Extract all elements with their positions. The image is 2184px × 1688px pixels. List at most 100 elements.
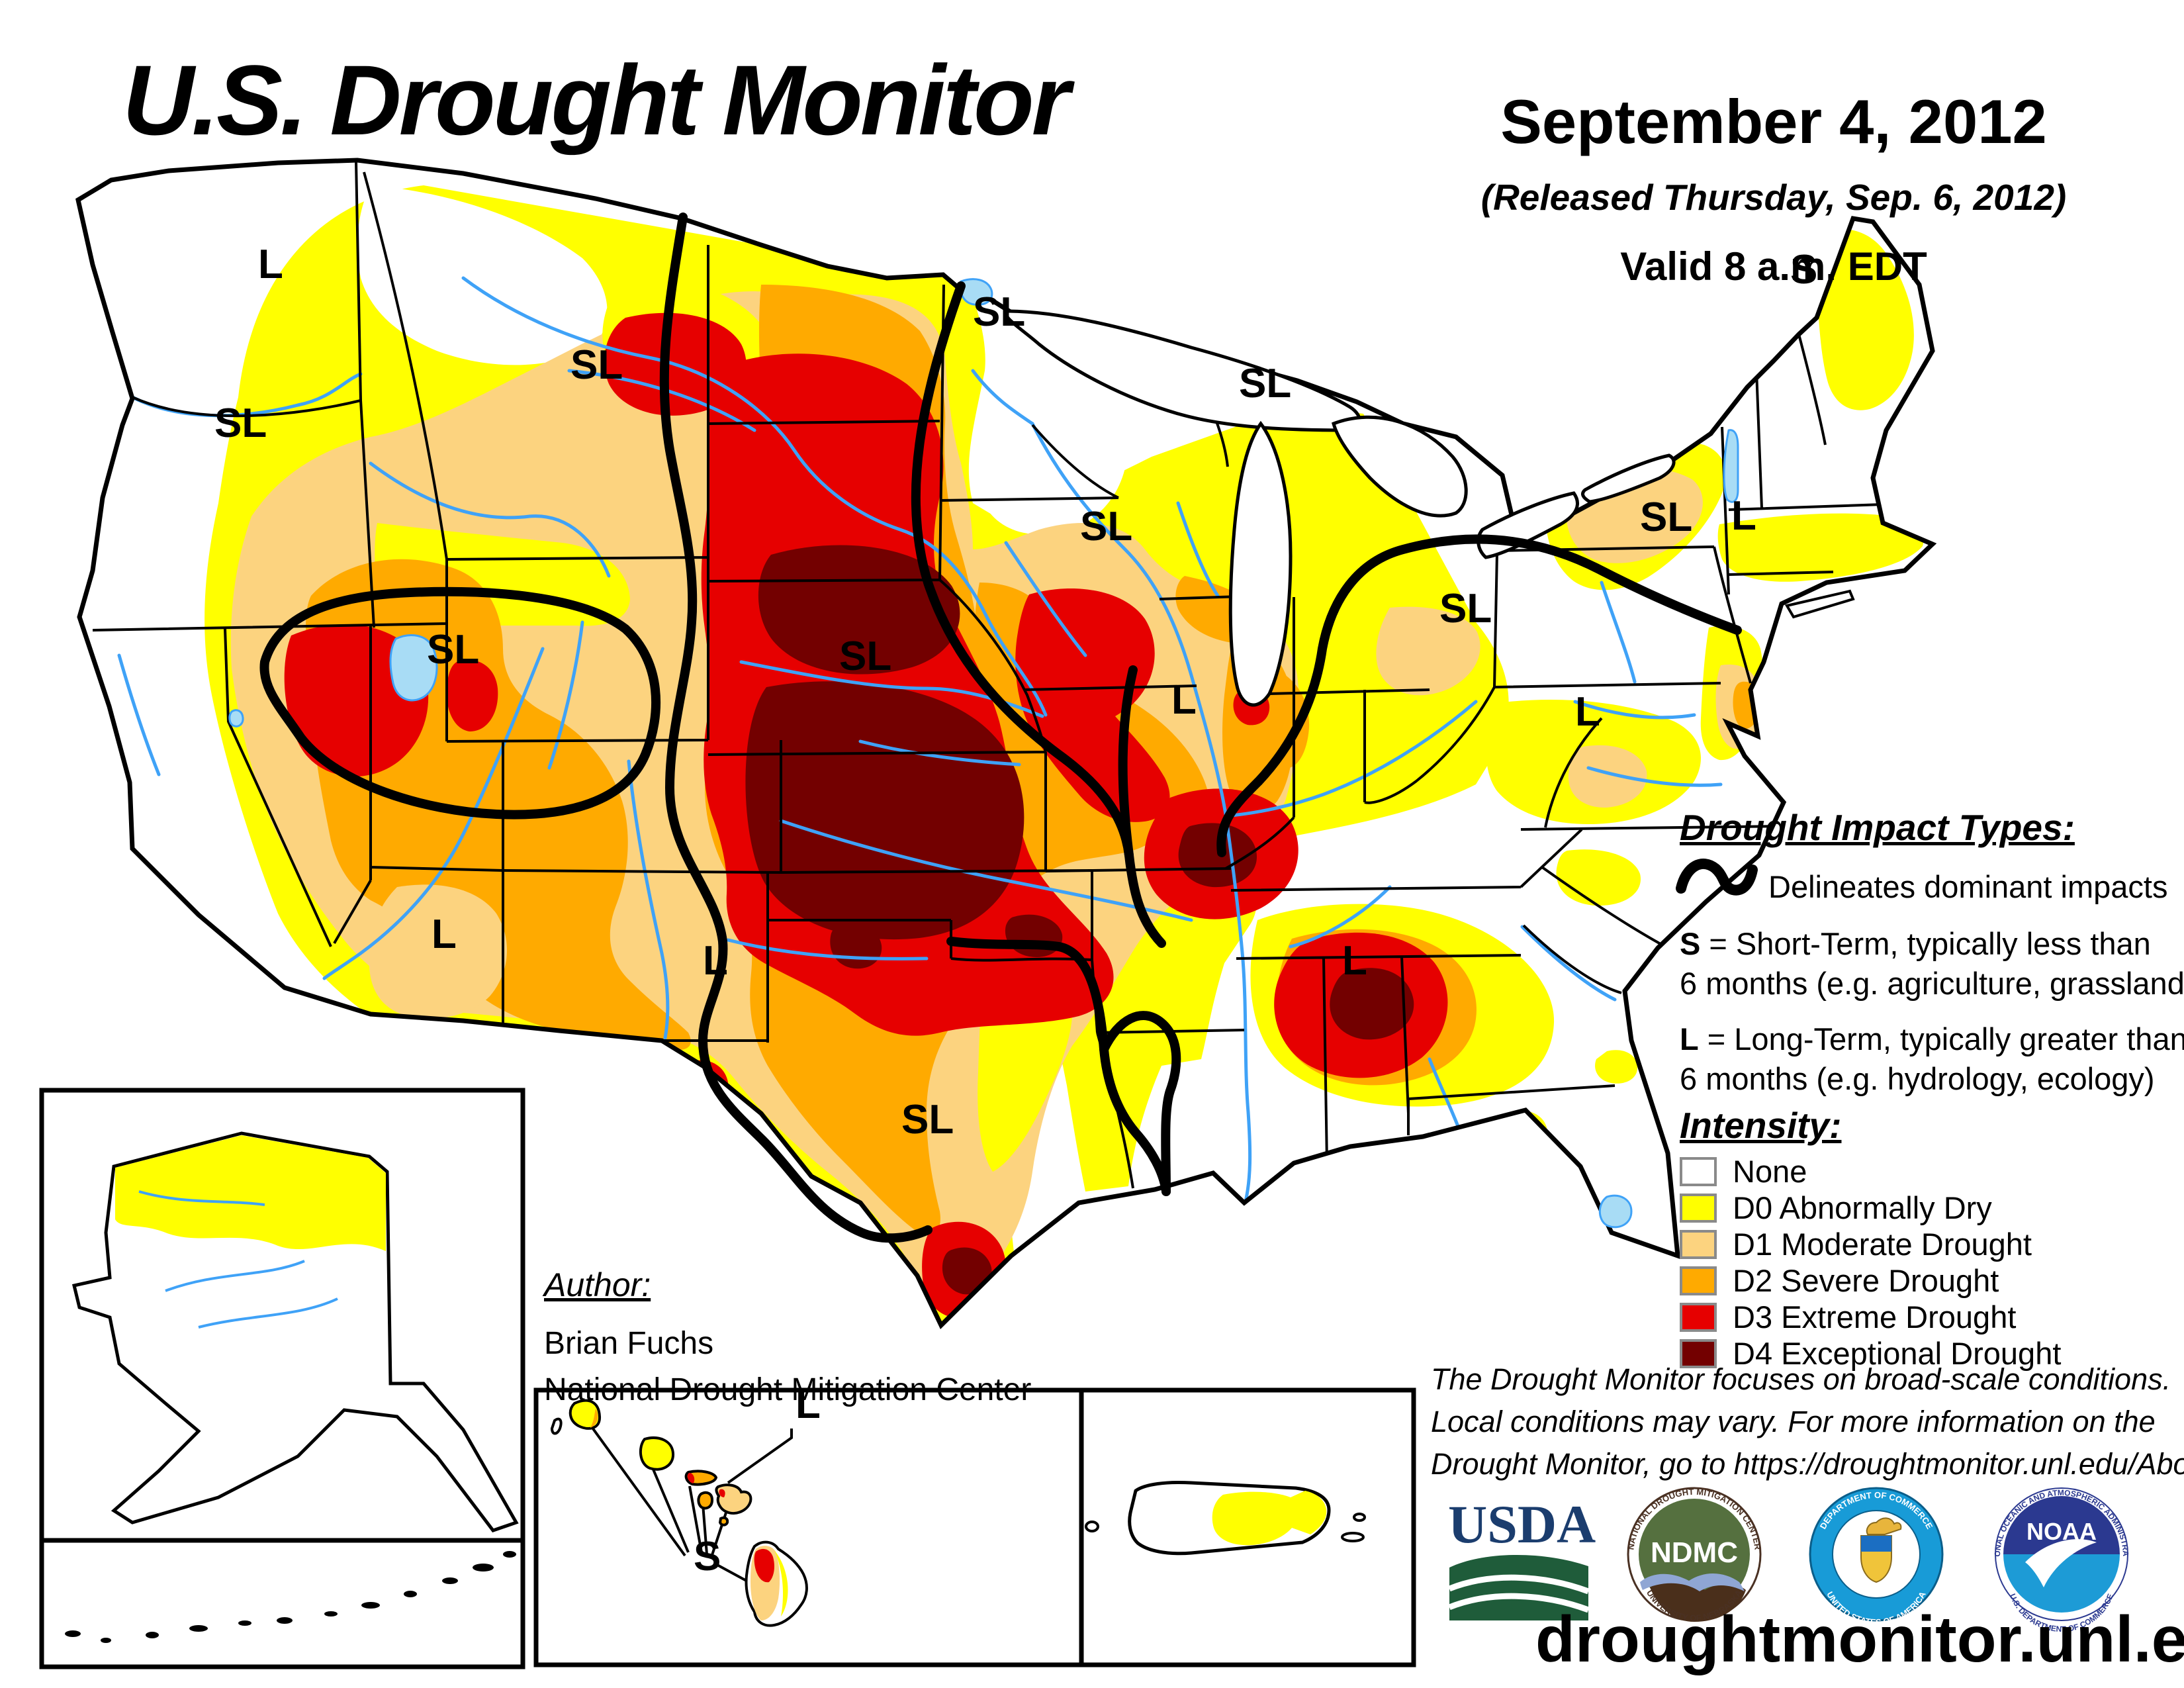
author-org: National Drought Mitigation Center bbox=[544, 1372, 1032, 1407]
impact-label-sl: SL bbox=[1239, 361, 1291, 406]
impact-label-sl: SL bbox=[427, 627, 479, 673]
oahu bbox=[639, 1436, 674, 1471]
long-term-line2: 6 months (e.g. hydrology, ecology) bbox=[1680, 1061, 2155, 1096]
long-island bbox=[1784, 589, 1855, 619]
impact-label-s: S bbox=[1790, 247, 1817, 293]
intensity-legend: None D0 Abnormally Dry D1 Moderate Drought… bbox=[1680, 1153, 2061, 1372]
impact-label-sl: SL bbox=[214, 400, 267, 446]
intensity-swatch bbox=[1680, 1266, 1717, 1295]
release-date: (Released Thursday, Sep. 6, 2012) bbox=[1480, 177, 2067, 218]
lake-okeechobee bbox=[1598, 1194, 1633, 1229]
usda-logo: USDA bbox=[1448, 1494, 1596, 1620]
impact-label-l: L bbox=[1731, 493, 1756, 539]
impact-label-sl: SL bbox=[1439, 586, 1492, 632]
hawaii-islands bbox=[550, 1399, 808, 1627]
intensity-swatch bbox=[1680, 1302, 1717, 1332]
niihau bbox=[550, 1417, 563, 1435]
intensity-item: D1 Moderate Drought bbox=[1680, 1226, 2061, 1262]
page-title: U.S. Drought Monitor bbox=[122, 44, 1070, 156]
drought-layer-d4 bbox=[745, 545, 1414, 1295]
lake-of-the-woods bbox=[959, 278, 993, 306]
map-date: September 4, 2012 bbox=[1500, 87, 2047, 156]
molokai-red-tip bbox=[687, 1472, 695, 1483]
lake-huron bbox=[1331, 415, 1468, 518]
lake-ontario bbox=[1581, 453, 1676, 504]
impact-label-l: L bbox=[1575, 689, 1600, 735]
author-heading: Author: bbox=[544, 1266, 651, 1303]
date-block: September 4, 2012 (Released Thursday, Se… bbox=[1476, 86, 2071, 289]
hawaii-inset bbox=[533, 1387, 1084, 1667]
rivers bbox=[117, 276, 1723, 1203]
alaska-inset bbox=[39, 1088, 525, 1669]
impact-label-l: L bbox=[1171, 677, 1197, 723]
disclaimer-line3: Drought Monitor, go to https://droughtmo… bbox=[1431, 1447, 2184, 1481]
ndmc-text: NDMC bbox=[1651, 1536, 1738, 1569]
lanai bbox=[697, 1491, 714, 1510]
puerto-rico-inset bbox=[1079, 1387, 1416, 1667]
hawaii-pointer-lines bbox=[588, 1422, 793, 1590]
big-island-yellow-band bbox=[774, 1550, 788, 1617]
great-lakes bbox=[1004, 309, 1676, 707]
intensity-item: D4 Exceptional Drought bbox=[1680, 1335, 2061, 1372]
impact-label-l: L bbox=[432, 912, 457, 957]
maui-red-spot bbox=[719, 1489, 725, 1497]
intensity-label: D2 Severe Drought bbox=[1733, 1263, 1999, 1298]
impact-label-sl: SL bbox=[973, 289, 1025, 335]
noaa-text: NOAA bbox=[2026, 1518, 2097, 1545]
intensity-swatch bbox=[1680, 1338, 1717, 1368]
impact-types-heading: Drought Impact Types: bbox=[1680, 807, 2075, 848]
disclaimer-line2: Local conditions may vary. For more info… bbox=[1431, 1405, 2156, 1438]
impact-label-sl: SL bbox=[1640, 494, 1692, 540]
lake-champlain bbox=[1723, 429, 1739, 503]
aleutian-islands bbox=[65, 1551, 516, 1643]
impact-delineation-lines bbox=[259, 212, 1742, 1243]
impact-label-sl: SL bbox=[1080, 504, 1132, 549]
intensity-swatch bbox=[1680, 1229, 1717, 1259]
great-salt-lake bbox=[389, 634, 438, 702]
author-name: Brian Fuchs bbox=[544, 1326, 714, 1361]
lake-michigan bbox=[1228, 420, 1293, 707]
impact-labels: L SL SL SL SL S SL L SL SL SL SL L L L L L SL L S bbox=[214, 242, 1817, 1579]
alaska-rivers bbox=[138, 1190, 338, 1329]
intensity-item: D2 Severe Drought bbox=[1680, 1262, 2061, 1299]
intensity-heading: Intensity: bbox=[1680, 1105, 1842, 1146]
short-term-line2: 6 months (e.g. agriculture, grasslands) bbox=[1680, 966, 2184, 1001]
commerce-logo: DEPARTMENT OF COMMERCE UNITED STATES OF … bbox=[1809, 1487, 1944, 1627]
kauai-orange-edge bbox=[590, 1409, 598, 1428]
impact-label-l: L bbox=[703, 938, 728, 984]
disclaimer-line1: The Drought Monitor focuses on broad-sca… bbox=[1431, 1362, 2171, 1396]
impact-label-l: L bbox=[258, 242, 283, 287]
intensity-label: None bbox=[1733, 1154, 1807, 1189]
intensity-item: None bbox=[1680, 1153, 2061, 1190]
puerto-rico-islets bbox=[1085, 1513, 1366, 1542]
intensity-item: D3 Extreme Drought bbox=[1680, 1299, 2061, 1335]
kauai bbox=[569, 1399, 601, 1430]
valid-time: Valid 8 a.m. EDT bbox=[1620, 244, 1927, 289]
kahoolawe bbox=[718, 1516, 729, 1526]
disclaimer: The Drought Monitor focuses on broad-sca… bbox=[1431, 1358, 2184, 1485]
delineates-label: Delineates dominant impacts bbox=[1768, 869, 2168, 904]
impact-label-sl: SL bbox=[901, 1097, 954, 1143]
impact-label-l: L bbox=[796, 1382, 821, 1427]
impact-label-sl: SL bbox=[839, 633, 891, 679]
usda-text: USDA bbox=[1448, 1494, 1596, 1554]
lake-tahoe bbox=[228, 709, 244, 727]
intensity-swatch bbox=[1680, 1156, 1717, 1186]
intensity-item: D0 Abnormally Dry bbox=[1680, 1190, 2061, 1226]
maui bbox=[715, 1483, 752, 1515]
impact-label-s: S bbox=[694, 1534, 721, 1579]
short-term-line1: S = Short-Term, typically less than bbox=[1680, 926, 2151, 961]
squiggle-icon bbox=[1676, 859, 1758, 896]
alaska-d0-region bbox=[115, 1135, 386, 1251]
intensity-swatch bbox=[1680, 1193, 1717, 1223]
intensity-label: D1 Moderate Drought bbox=[1733, 1227, 2032, 1262]
footer-url[interactable]: droughtmonitor.unl.edu bbox=[1535, 1603, 2184, 1675]
state-borders bbox=[92, 161, 1884, 1189]
impact-label-l: L bbox=[1342, 938, 1367, 984]
intensity-label: D0 Abnormally Dry bbox=[1733, 1190, 1992, 1225]
intensity-label: D3 Extreme Drought bbox=[1733, 1299, 2017, 1335]
intensity-label: D4 Exceptional Drought bbox=[1733, 1336, 2062, 1371]
impact-label-sl: SL bbox=[570, 342, 623, 388]
